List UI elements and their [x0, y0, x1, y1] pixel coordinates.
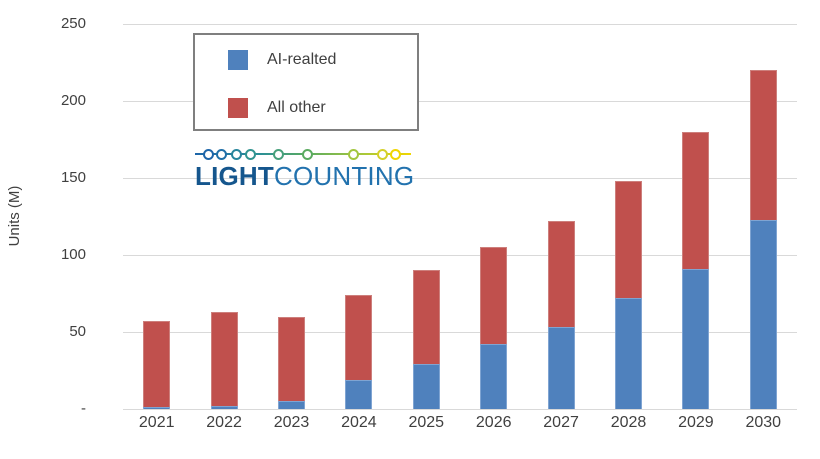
bar-segment-ai-related: [749, 219, 777, 409]
bar-segment-all-other: [345, 295, 373, 380]
gridline: [123, 177, 797, 179]
bar-segment-ai-related: [480, 344, 508, 409]
bar-segment-all-other: [278, 316, 305, 402]
x-axis-label-2024: 2024: [341, 414, 377, 431]
y-axis-tick-label: 100: [60, 246, 86, 263]
bar-segment-all-other: [143, 321, 171, 408]
legend-swatch-ai-related: [228, 50, 248, 70]
x-axis-label-2022: 2022: [206, 414, 242, 431]
bar-segment-all-other: [210, 311, 238, 406]
logo-dot: [215, 148, 227, 160]
legend-box: AI-realted All other: [193, 33, 419, 131]
x-axis-label-2029: 2029: [678, 414, 714, 431]
logo-dot: [301, 148, 313, 160]
bar-2021: [143, 24, 171, 409]
bar-segment-all-other: [547, 221, 575, 328]
bar-segment-ai-related: [210, 405, 238, 409]
legend-swatch-all-other: [228, 98, 248, 118]
logo-dot: [376, 148, 388, 160]
logo-dot: [202, 148, 214, 160]
logo-dot: [347, 148, 359, 160]
y-axis-title: Units (M): [6, 185, 23, 247]
bar-2028: [615, 24, 642, 409]
logo-dot: [244, 148, 256, 160]
bar-segment-ai-related: [345, 379, 373, 409]
bar-2030: [749, 24, 777, 409]
bar-segment-all-other: [615, 181, 642, 299]
bar-segment-ai-related: [547, 327, 575, 409]
logo-text-light: LIGHT: [195, 161, 274, 191]
x-axis-label-2028: 2028: [610, 414, 647, 431]
bar-2026: [480, 24, 508, 409]
bar-2027: [547, 24, 575, 409]
bar-2023: [278, 24, 305, 409]
logo-wordmark: LIGHTCOUNTING: [195, 161, 414, 192]
x-axis-label-2023: 2023: [273, 414, 310, 431]
gridline: [123, 408, 797, 410]
x-axis-label-2027: 2027: [543, 414, 579, 431]
logo-text-counting: COUNTING: [274, 161, 415, 191]
bar-segment-all-other: [682, 131, 710, 269]
bar-segment-ai-related: [615, 298, 642, 409]
x-axis-label-2026: 2026: [475, 414, 512, 431]
x-axis-label-2030: 2030: [745, 414, 782, 431]
bar-2025: [412, 24, 440, 409]
bar-segment-ai-related: [682, 268, 710, 409]
logo-dot: [272, 148, 284, 160]
logo-dot: [230, 148, 242, 160]
bar-segment-ai-related: [143, 407, 171, 409]
plot-area: [123, 23, 797, 410]
y-axis-tick-label: 50: [69, 323, 86, 340]
gridline: [123, 23, 797, 25]
x-axis-label-2025: 2025: [408, 414, 445, 431]
gridline: [123, 100, 797, 102]
bar-segment-all-other: [480, 247, 508, 345]
bar-segment-ai-related: [278, 401, 305, 409]
bar-2029: [682, 24, 710, 409]
y-axis-tick-label: 200: [60, 92, 86, 109]
bar-segment-all-other: [749, 70, 777, 220]
bar-2022: [210, 24, 238, 409]
gridline: [123, 254, 797, 256]
y-axis-tick-label: 250: [60, 15, 86, 32]
x-axis-label-2021: 2021: [138, 414, 175, 431]
bar-2024: [345, 24, 373, 409]
logo-dot: [389, 148, 401, 160]
bar-segment-ai-related: [412, 364, 440, 409]
bars-layer: [123, 24, 797, 409]
y-axis-tick-label: -: [81, 400, 86, 417]
gridline: [123, 331, 797, 333]
bar-segment-all-other: [412, 270, 440, 365]
legend-label-all-other: All other: [267, 99, 326, 116]
legend-label-ai-related: AI-realted: [267, 51, 337, 68]
y-axis-tick-label: 150: [60, 169, 86, 186]
